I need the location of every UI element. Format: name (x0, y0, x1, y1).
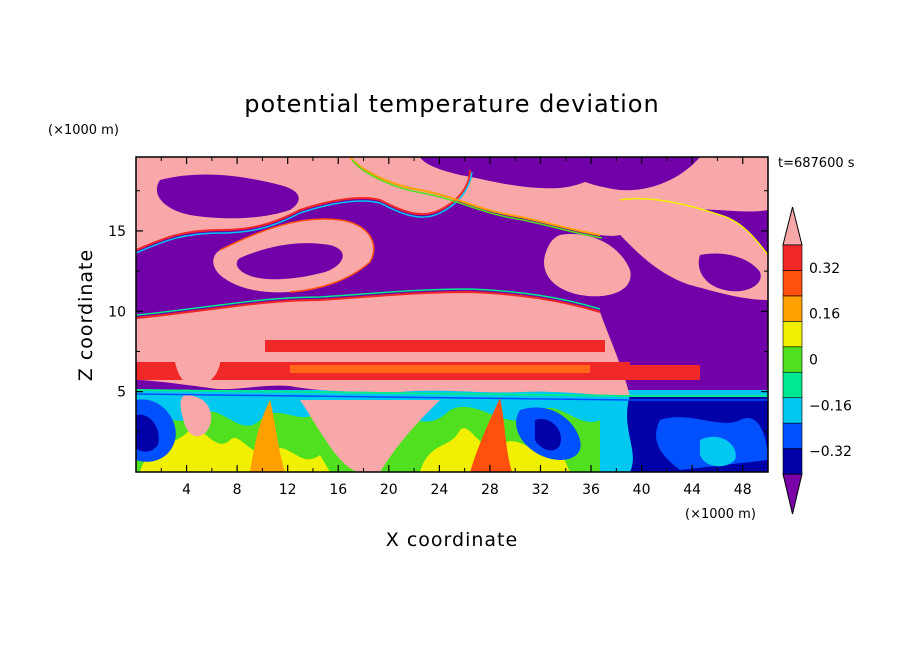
colorbar: −0.32 −0.16 0 0.16 0.32 (782, 206, 852, 515)
z-tick-label: 5 (117, 385, 126, 401)
x-axis-label: X coordinate (386, 529, 518, 551)
lower-yellow-blob-1 (140, 428, 330, 472)
x-tick-label: 16 (329, 482, 347, 498)
z-tick-label: 10 (108, 304, 126, 320)
x-tick-label: 32 (532, 482, 550, 498)
colorbar-bin (782, 270, 803, 297)
colorbar-bin (782, 346, 803, 373)
colorbar-tick-label: 0.16 (809, 307, 840, 323)
lower-orange-streak-1 (250, 400, 285, 472)
colorbar-bin (782, 448, 803, 475)
lower-orange-streak-2 (470, 398, 512, 472)
lower-right-cyan (700, 436, 736, 467)
plot-frame (135, 156, 769, 473)
right-pink-lobe (544, 234, 631, 297)
colorbar-bin (782, 295, 803, 322)
z-axis-ticks: 5 10 15 (108, 190, 768, 433)
mid-left-pink (173, 319, 221, 386)
mid-left-purple-hole (236, 243, 343, 280)
z-axis-label: Z coordinate (75, 249, 97, 381)
colorbar-extend-bottom (782, 473, 803, 515)
colorbar-tick-label: 0 (809, 353, 818, 369)
colorbar-bin (782, 371, 803, 398)
z-tick-label: 15 (108, 224, 126, 240)
upper-left-purple-lobe (156, 174, 299, 219)
colorbar-bin (782, 244, 803, 271)
colorbar-bin (782, 397, 803, 424)
colorbar-tick-label: −0.16 (809, 398, 852, 414)
right-purple-hole (698, 253, 761, 292)
time-label: t=687600 s (778, 156, 855, 171)
contour-fringes (136, 157, 768, 401)
x-tick-label: 48 (734, 482, 752, 498)
lower-pink-wedge (300, 400, 440, 472)
x-tick-label: 40 (633, 482, 651, 498)
x-tick-label: 36 (582, 482, 600, 498)
mid-orange-band (290, 365, 590, 373)
lower-left-navy (136, 414, 159, 452)
z-unit-label: (×1000 m) (48, 123, 119, 138)
contour-field (136, 157, 768, 472)
colorbar-bin (782, 422, 803, 449)
colorbar-tick-label: 0.32 (809, 261, 840, 277)
x-tick-label: 8 (233, 482, 242, 498)
mid-right-red (620, 365, 700, 380)
x-unit-label: (×1000 m) (685, 507, 756, 522)
upper-right-purple-lobe (420, 157, 603, 189)
x-tick-label: 28 (481, 482, 499, 498)
x-tick-label: 24 (430, 482, 448, 498)
x-tick-label: 44 (683, 482, 701, 498)
x-tick-label: 12 (279, 482, 297, 498)
x-tick-label: 20 (380, 482, 398, 498)
colorbar-tick-label: −0.32 (809, 444, 852, 460)
colorbar-extend-top (782, 206, 803, 246)
colorbar-bin (782, 321, 803, 348)
low-left-pink-swirl (180, 395, 212, 437)
x-axis-ticks: 4 8 12 16 20 24 28 32 36 40 44 48 (160, 157, 752, 498)
lower-navy-eddy-1 (535, 419, 561, 451)
chart-title: potential temperature deviation (244, 90, 659, 118)
x-tick-label: 4 (182, 482, 191, 498)
mid-red-band-upper (265, 340, 605, 352)
